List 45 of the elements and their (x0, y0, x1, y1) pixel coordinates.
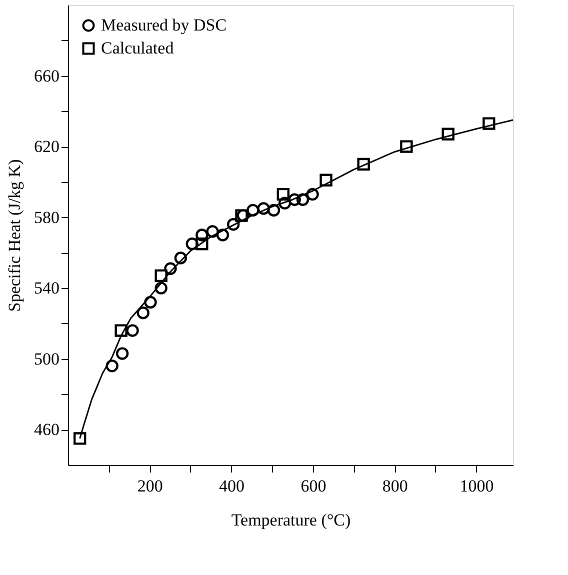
y-tick-label: 540 (34, 278, 60, 298)
point (216, 228, 230, 242)
y-axis-title: Specific Heat (J/kg K) (5, 159, 24, 312)
point (144, 296, 157, 309)
point (442, 128, 454, 140)
y-tick-label: 660 (34, 66, 60, 86)
point (320, 174, 332, 186)
point (400, 140, 413, 153)
point (357, 158, 370, 171)
point (73, 432, 86, 445)
point (196, 228, 208, 242)
point (154, 269, 168, 282)
point (257, 202, 270, 215)
y-tick-label: 460 (34, 420, 60, 440)
legend-label: Calculated (101, 38, 174, 58)
x-tick-label: 800 (382, 476, 408, 496)
point (288, 193, 301, 206)
point (174, 252, 188, 264)
point (276, 188, 290, 201)
point (278, 196, 292, 210)
point (106, 360, 118, 372)
point (196, 238, 208, 250)
point (154, 282, 168, 294)
x-tick-label: 400 (219, 476, 245, 496)
point (227, 218, 240, 231)
point (116, 347, 129, 360)
point (206, 225, 219, 238)
point (186, 238, 198, 250)
point (114, 324, 128, 337)
point (246, 204, 260, 217)
y-tick-label: 500 (34, 349, 60, 368)
point (296, 193, 310, 206)
point (126, 324, 139, 337)
legend-label: Measured by DSC (101, 16, 227, 34)
point (267, 204, 280, 217)
x-tick-label: 200 (137, 476, 163, 496)
y-tick-label: 580 (34, 208, 60, 227)
x-tick-label: 1000 (460, 476, 494, 496)
y-tick-label: 620 (34, 137, 60, 156)
point (482, 117, 496, 130)
x-axis-title: Temperature (°C) (231, 510, 351, 530)
point (136, 306, 150, 320)
x-tick-label: 600 (300, 476, 326, 496)
point (306, 188, 319, 201)
point (164, 262, 177, 275)
